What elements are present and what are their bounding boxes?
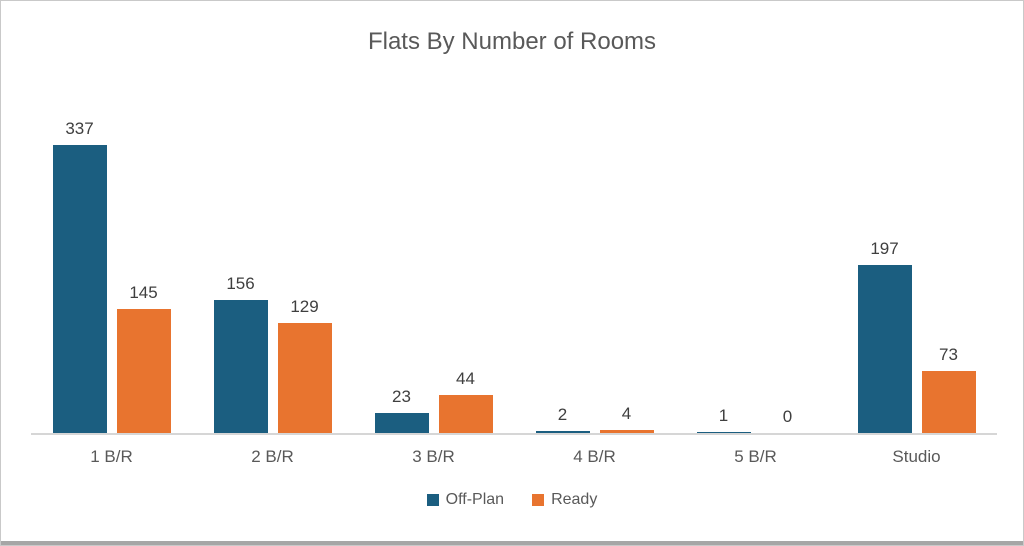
category-label: 2 B/R xyxy=(251,447,294,466)
data-label: 44 xyxy=(456,369,475,388)
data-label: 197 xyxy=(870,239,899,258)
data-label: 2 xyxy=(557,405,568,424)
bar-off-plan[interactable] xyxy=(857,265,912,433)
bar-group: 23 44 xyxy=(353,368,514,433)
category-label: Studio xyxy=(892,447,941,466)
bar-group: 337 145 xyxy=(31,118,192,433)
data-label: 129 xyxy=(290,297,319,316)
legend: Off-Plan Ready xyxy=(1,491,1023,509)
bar-slot: 337 xyxy=(52,118,107,433)
off-plan-swatch-icon xyxy=(426,494,439,506)
bar-groups: 337 145 156 129 23 44 2 4 1 0 197 73 xyxy=(31,91,997,433)
bar-ready[interactable] xyxy=(599,430,654,433)
data-label: 145 xyxy=(129,283,158,302)
window-bottom-edge xyxy=(1,541,1023,545)
legend-label-ready: Ready xyxy=(551,491,598,508)
bar-slot: 2 xyxy=(535,404,590,433)
bar-slot: 1 xyxy=(696,405,751,433)
legend-label-off-plan: Off-Plan xyxy=(445,491,505,508)
data-label: 73 xyxy=(939,345,958,364)
legend-item-off-plan[interactable]: Off-Plan xyxy=(426,491,505,509)
bar-slot: 197 xyxy=(857,238,912,433)
bar-off-plan[interactable] xyxy=(535,431,590,433)
bar-slot: 44 xyxy=(438,368,493,433)
bar-off-plan[interactable] xyxy=(374,413,429,433)
data-label: 156 xyxy=(226,274,255,293)
bar-group: 197 73 xyxy=(836,238,997,433)
category-label: 4 B/R xyxy=(573,447,616,466)
bar-slot: 156 xyxy=(213,273,268,433)
bar-ready[interactable] xyxy=(277,323,332,433)
data-label: 4 xyxy=(621,404,632,423)
x-axis-line xyxy=(31,433,997,435)
bar-ready[interactable] xyxy=(116,309,171,433)
category-axis: 1 B/R 2 B/R 3 B/R 4 B/R 5 B/R Studio xyxy=(31,435,997,467)
legend-item-ready[interactable]: Ready xyxy=(532,491,597,509)
bar-ready[interactable] xyxy=(921,371,976,433)
bar-ready[interactable] xyxy=(438,395,493,433)
category-label: 3 B/R xyxy=(412,447,455,466)
plot-area: 337 145 156 129 23 44 2 4 1 0 197 73 1 B/R 2 B/R 3 B/… xyxy=(31,91,997,467)
chart-title: Flats By Number of Rooms xyxy=(367,28,657,55)
bar-slot: 129 xyxy=(277,296,332,433)
bar-off-plan[interactable] xyxy=(52,145,107,433)
bar-group: 156 129 xyxy=(192,273,353,433)
data-label: 1 xyxy=(718,406,729,425)
data-label: 23 xyxy=(392,387,411,406)
bar-slot: 0 xyxy=(761,406,815,433)
category-label: 5 B/R xyxy=(734,447,777,466)
ready-swatch-icon xyxy=(532,494,545,506)
bar-off-plan[interactable] xyxy=(213,300,268,433)
bar-slot: 73 xyxy=(921,344,976,433)
bar-slot: 4 xyxy=(599,403,654,433)
bar-off-plan[interactable] xyxy=(696,432,751,433)
category-label: 1 B/R xyxy=(90,447,133,466)
data-label: 0 xyxy=(782,407,793,426)
data-label: 337 xyxy=(65,119,94,138)
bar-slot: 145 xyxy=(116,282,171,433)
bar-slot: 23 xyxy=(374,386,429,433)
